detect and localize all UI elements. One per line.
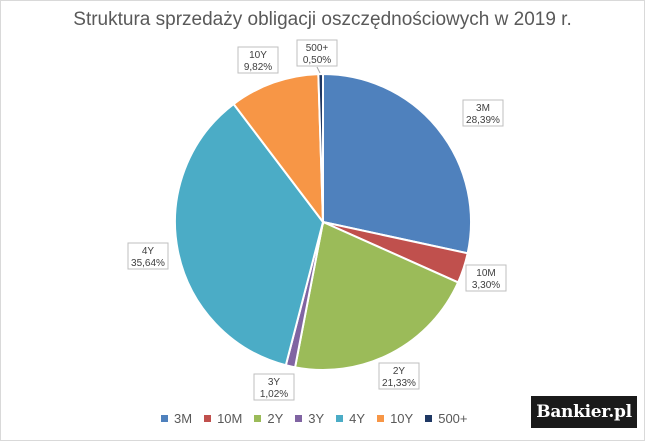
data-label-value: 0,50%	[303, 55, 331, 66]
data-label-value: 3,30%	[472, 280, 500, 291]
data-label-500plus: 500+0,50%	[296, 39, 338, 67]
pie-slice-2y	[293, 220, 460, 371]
legend-swatch	[377, 415, 385, 422]
data-label-category: 3Y	[268, 377, 281, 388]
data-label-category: 3M	[476, 103, 490, 114]
data-label-value: 21,33%	[382, 378, 416, 389]
data-label-category: 10Y	[249, 50, 267, 61]
legend-item-500plus: 500+	[425, 411, 468, 426]
chart-legend: 3M 10M 2Y 3Y 4Y 10Y 500+	[161, 411, 480, 426]
data-label-category: 500+	[306, 43, 329, 54]
data-label-value: 28,39%	[466, 115, 500, 126]
pie-slice-10y	[232, 73, 325, 226]
bankier-logo: Bankier.pl	[531, 396, 637, 428]
data-label-category: 4Y	[142, 246, 155, 257]
legend-swatch	[254, 415, 262, 422]
legend-item-3y: 3Y	[295, 411, 324, 426]
pie-slice-4y	[174, 102, 325, 367]
legend-label: 4Y	[349, 411, 366, 426]
legend-swatch	[336, 415, 344, 422]
legend-swatch	[295, 415, 303, 422]
data-label-value: 35,64%	[131, 258, 165, 269]
legend-swatch	[161, 415, 168, 422]
data-label-category: 2Y	[393, 366, 406, 377]
data-label-value: 9,82%	[244, 62, 272, 73]
legend-label: 10Y	[390, 411, 414, 426]
legend-label: 10M	[217, 411, 243, 426]
chart-title: Struktura sprzedaży obligacji oszczędnoś…	[73, 9, 572, 30]
legend-item-10y: 10Y	[377, 411, 413, 426]
leader-line	[316, 66, 321, 74]
legend-swatch	[425, 415, 433, 422]
data-label-3y: 3Y1,02%	[253, 373, 295, 401]
pie-slice-3m	[322, 72, 472, 255]
pie-slice-500plus	[317, 72, 324, 223]
legend-label: 500+	[438, 411, 468, 426]
legend-swatch	[204, 415, 212, 422]
data-label-category: 10M	[476, 268, 495, 279]
legend-label: 2Y	[267, 411, 284, 426]
legend-item-10m: 10M	[204, 411, 242, 426]
legend-item-3m: 3M	[161, 411, 192, 426]
legend-label: 3M	[174, 411, 193, 426]
legend-label: 3Y	[308, 411, 325, 426]
legend-item-2y: 2Y	[254, 411, 283, 426]
data-label-value: 1,02%	[260, 389, 288, 400]
legend-item-4y: 4Y	[336, 411, 365, 426]
